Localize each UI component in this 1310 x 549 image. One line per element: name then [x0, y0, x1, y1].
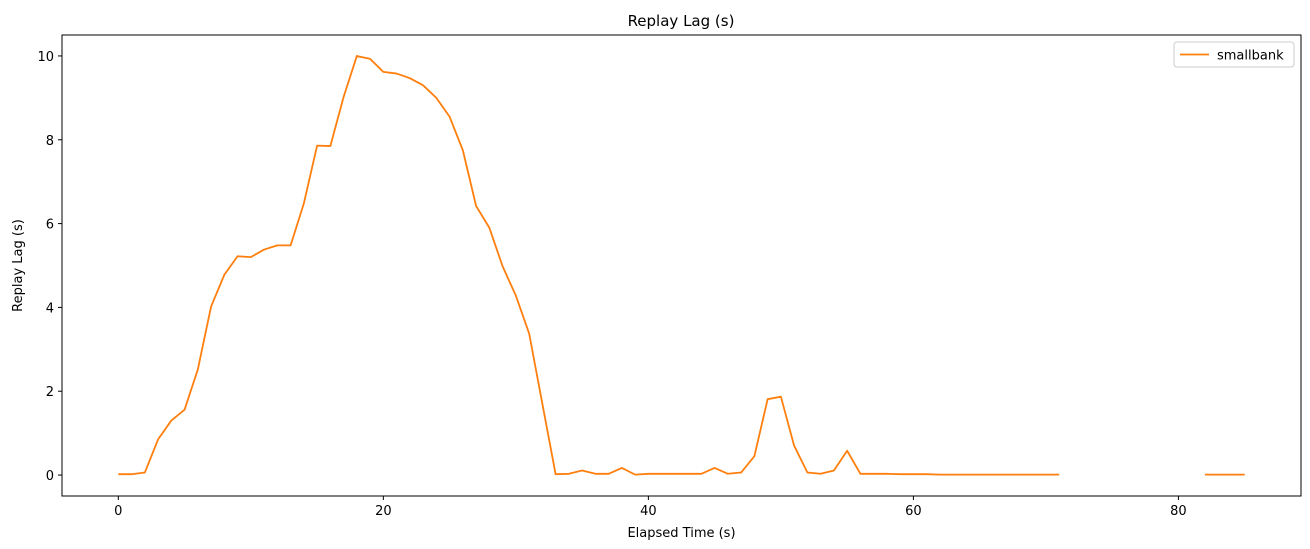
y-axis-label: Replay Lag (s) — [11, 219, 26, 312]
legend-label: smallbank — [1217, 49, 1284, 64]
x-tick-label: 40 — [640, 504, 657, 519]
y-ticks: 0 2 4 6 8 10 — [37, 50, 62, 484]
y-tick-label: 8 — [46, 134, 54, 149]
series-layer — [118, 55, 1245, 476]
chart-title: Replay Lag (s) — [628, 12, 735, 30]
y-tick-label: 6 — [46, 218, 54, 233]
legend-box — [1173, 41, 1295, 68]
y-tick-label: 0 — [46, 469, 54, 484]
y-tick-label: 2 — [46, 385, 54, 400]
x-tick-label: 80 — [1170, 504, 1187, 519]
x-tick-label: 60 — [905, 504, 922, 519]
legend: smallbank — [1173, 41, 1295, 68]
x-axis-label: Elapsed Time (s) — [627, 526, 735, 541]
axes-frame — [61, 34, 1302, 497]
y-tick-label: 10 — [37, 50, 54, 65]
x-tick-label: 20 — [375, 504, 392, 519]
x-ticks: 0 20 40 60 80 — [114, 496, 1187, 519]
y-tick-label: 4 — [46, 301, 54, 316]
x-tick-label: 0 — [114, 504, 122, 519]
series-line-smallbank-segment-0 — [118, 55, 1060, 476]
